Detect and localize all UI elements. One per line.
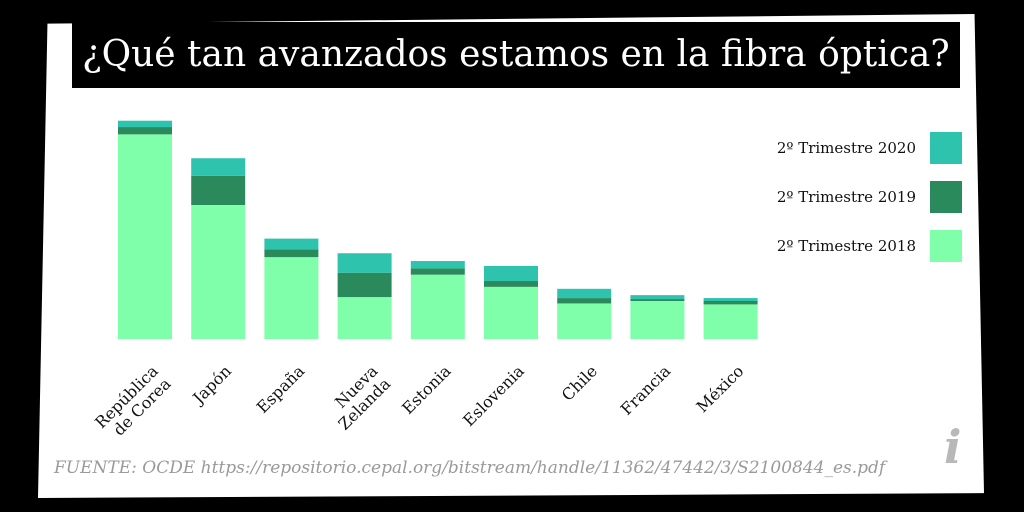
- bar-3-series-3: [264, 238, 319, 250]
- legend-label: 2º Trimestre 2018: [777, 237, 916, 255]
- bar-5-series-3: [410, 261, 465, 269]
- bar-2-series-1: [191, 205, 246, 339]
- x-tick-label: NuevaZelanda: [322, 361, 395, 434]
- bar-6-series-1: [484, 286, 538, 339]
- bar-5-series-1: [410, 274, 465, 339]
- legend-label: 2º Trimestre 2019: [777, 188, 916, 206]
- bar-6-series-2: [484, 281, 538, 287]
- legend-label: 2º Trimestre 2020: [777, 139, 916, 157]
- bar-4-series-2: [337, 272, 392, 298]
- x-tick-label: México: [693, 361, 748, 416]
- legend-swatch: [930, 181, 962, 213]
- info-icon: i: [944, 420, 962, 474]
- bar-4-series-3: [337, 253, 392, 273]
- x-tick-label: Francia: [617, 361, 675, 419]
- bar-9-series-2: [703, 300, 758, 305]
- bar-6-series-3: [484, 265, 538, 282]
- x-tick-label: Repúblicade Corea: [91, 361, 175, 445]
- bar-4-series-1: [337, 297, 392, 339]
- bar-7-series-3: [557, 288, 612, 299]
- bar-5-series-2: [410, 268, 465, 275]
- bar-9-series-1: [703, 304, 758, 339]
- bar-1-series-3: [118, 120, 172, 128]
- bar-8-series-1: [630, 300, 685, 339]
- legend-swatch: [930, 132, 962, 164]
- bar-2-series-2: [191, 175, 246, 206]
- x-tick-label: Eslovenia: [459, 361, 528, 430]
- bar-8-series-3: [630, 295, 685, 300]
- x-tick-label: Chile: [558, 361, 601, 404]
- x-tick-label: Japón: [188, 361, 235, 408]
- chart-title: ¿Qué tan avanzados estamos en la fibra ó…: [72, 22, 960, 88]
- bars-layer: [118, 120, 758, 339]
- legend-swatch: [930, 230, 962, 262]
- bar-7-series-1: [557, 303, 612, 339]
- x-axis-labels: Repúblicade Corea Japón España NuevaZelanda…: [91, 361, 748, 445]
- bar-3-series-1: [264, 257, 319, 339]
- bar-1-series-1: [118, 134, 172, 339]
- bar-9-series-3: [703, 298, 758, 301]
- x-tick-label: Estonia: [398, 361, 455, 418]
- bar-2-series-3: [191, 158, 246, 176]
- bar-8-series-2: [630, 299, 685, 301]
- bar-3-series-2: [264, 249, 319, 258]
- legend: 2º Trimestre 2020 2º Trimestre 2019 2º Tri…: [777, 132, 962, 262]
- source-note: FUENTE: OCDE https://repositorio.cepal.o…: [54, 458, 886, 478]
- bar-1-series-2: [118, 127, 172, 135]
- bar-7-series-2: [557, 298, 612, 304]
- x-tick-label: España: [253, 361, 309, 417]
